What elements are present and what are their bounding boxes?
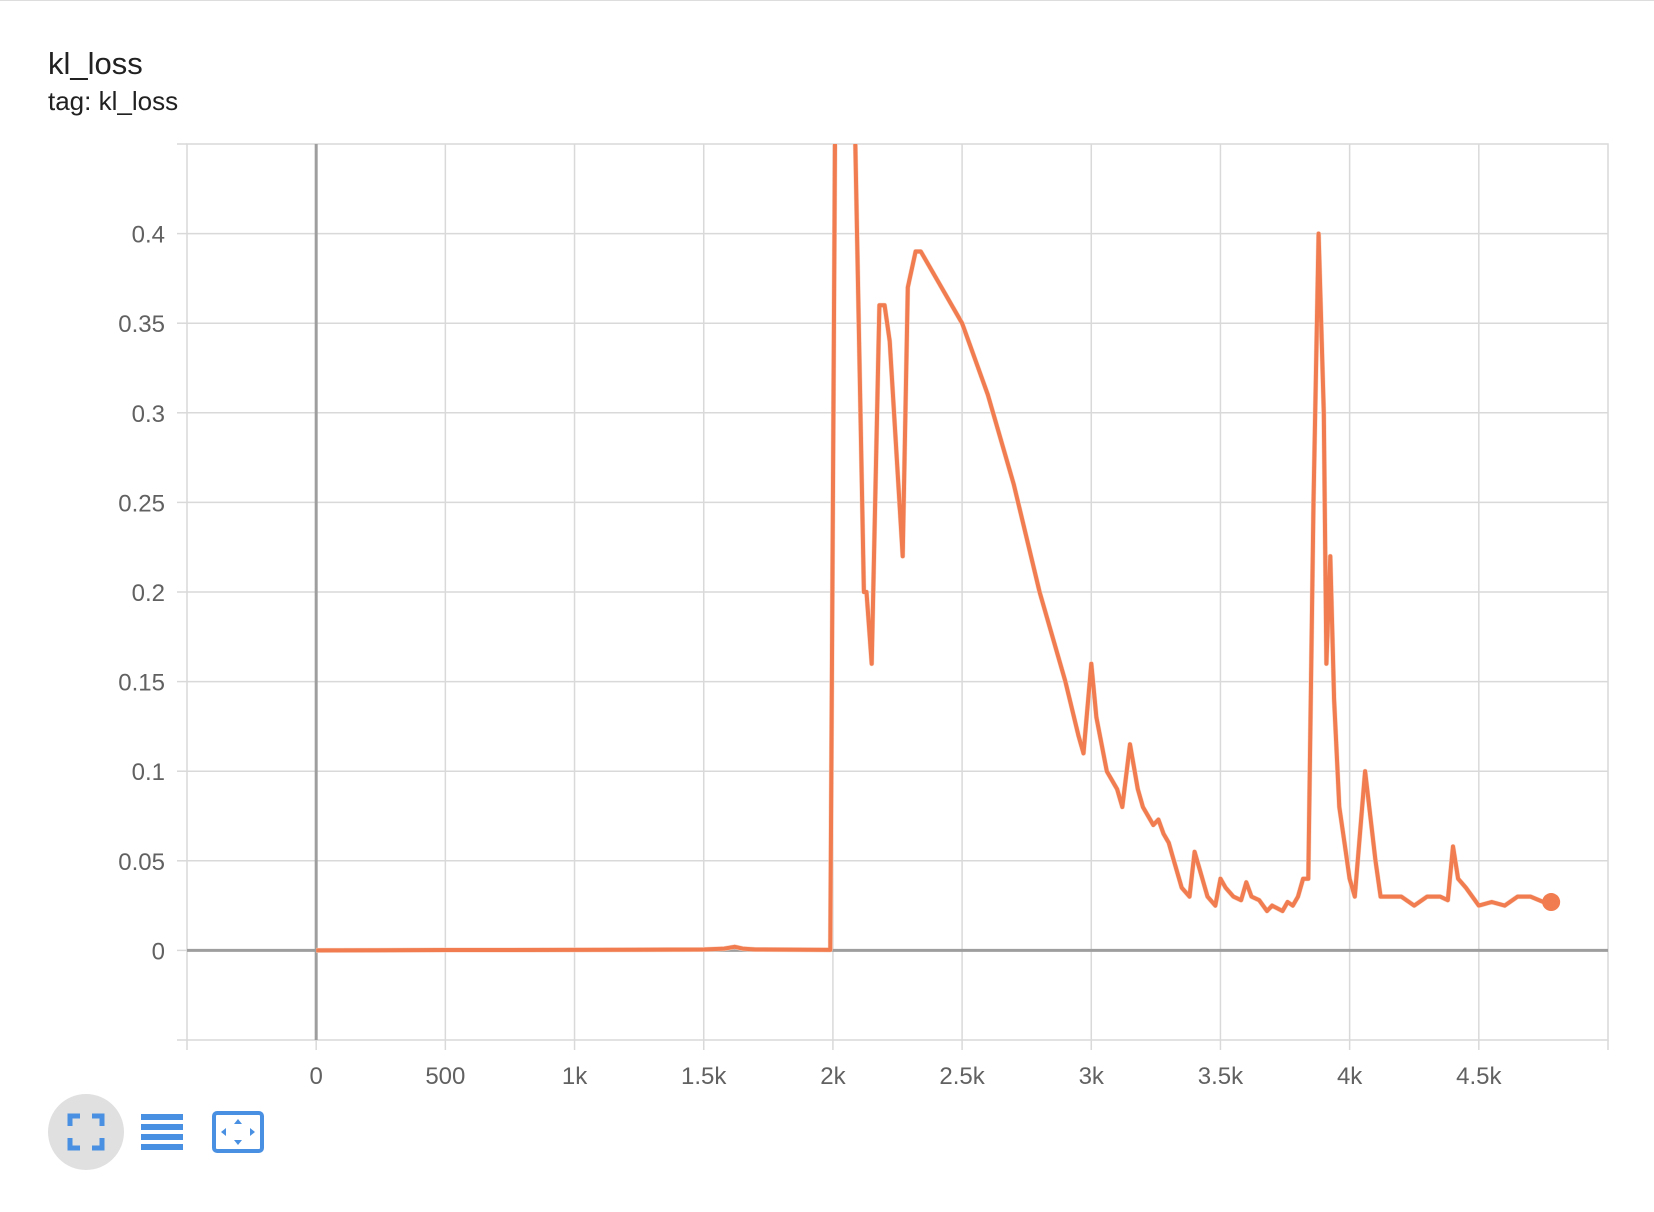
- y-tick-label: 0.3: [132, 401, 165, 428]
- y-tick-label: 0.2: [132, 580, 165, 607]
- x-tick-label: 4k: [1337, 1063, 1363, 1090]
- chart-toolbar: [48, 1094, 276, 1170]
- x-tick-label: 3k: [1079, 1063, 1105, 1090]
- y-tick-label: 0.35: [118, 311, 165, 338]
- fit-domain-icon: [212, 1111, 264, 1153]
- fullscreen-icon: [67, 1113, 105, 1151]
- x-tick-label: 1k: [562, 1063, 588, 1090]
- x-tick-label: 0: [310, 1063, 323, 1090]
- x-tick-label: 2.5k: [939, 1063, 985, 1090]
- x-tick-label: 4.5k: [1456, 1063, 1502, 1090]
- x-tick-label: 3.5k: [1198, 1063, 1244, 1090]
- x-tick-label: 1.5k: [681, 1063, 727, 1090]
- y-tick-label: 0.25: [118, 490, 165, 517]
- y-tick-label: 0.4: [132, 222, 165, 249]
- y-axis-ticks: 0 0.05 0.1 0.15 0.2 0.25 0.3 0.35 0.4: [118, 143, 187, 1041]
- chart-subtitle: tag: kl_loss: [48, 86, 179, 116]
- list-icon: [141, 1114, 183, 1150]
- fit-domain-button[interactable]: [200, 1094, 276, 1170]
- chart-title: kl_loss: [48, 46, 143, 81]
- grid: [186, 143, 1609, 1041]
- y-tick-label: 0.15: [118, 670, 165, 697]
- y-tick-label: 0: [152, 938, 165, 965]
- x-tick-label: 2k: [820, 1063, 846, 1090]
- list-button[interactable]: [124, 1094, 200, 1170]
- top-border: [0, 0, 1654, 1]
- y-tick-label: 0.1: [132, 759, 165, 786]
- series-last-point[interactable]: [1542, 893, 1561, 912]
- y-tick-label: 0.05: [118, 849, 165, 876]
- series-line: [316, 144, 1552, 953]
- series-group: [316, 144, 1561, 953]
- x-tick-label: 500: [425, 1063, 465, 1090]
- x-axis-ticks: 0 500 1k 1.5k 2k 2.5k 3k 3.5k 4k 4.5k: [186, 1040, 1609, 1090]
- fullscreen-button[interactable]: [48, 1094, 124, 1170]
